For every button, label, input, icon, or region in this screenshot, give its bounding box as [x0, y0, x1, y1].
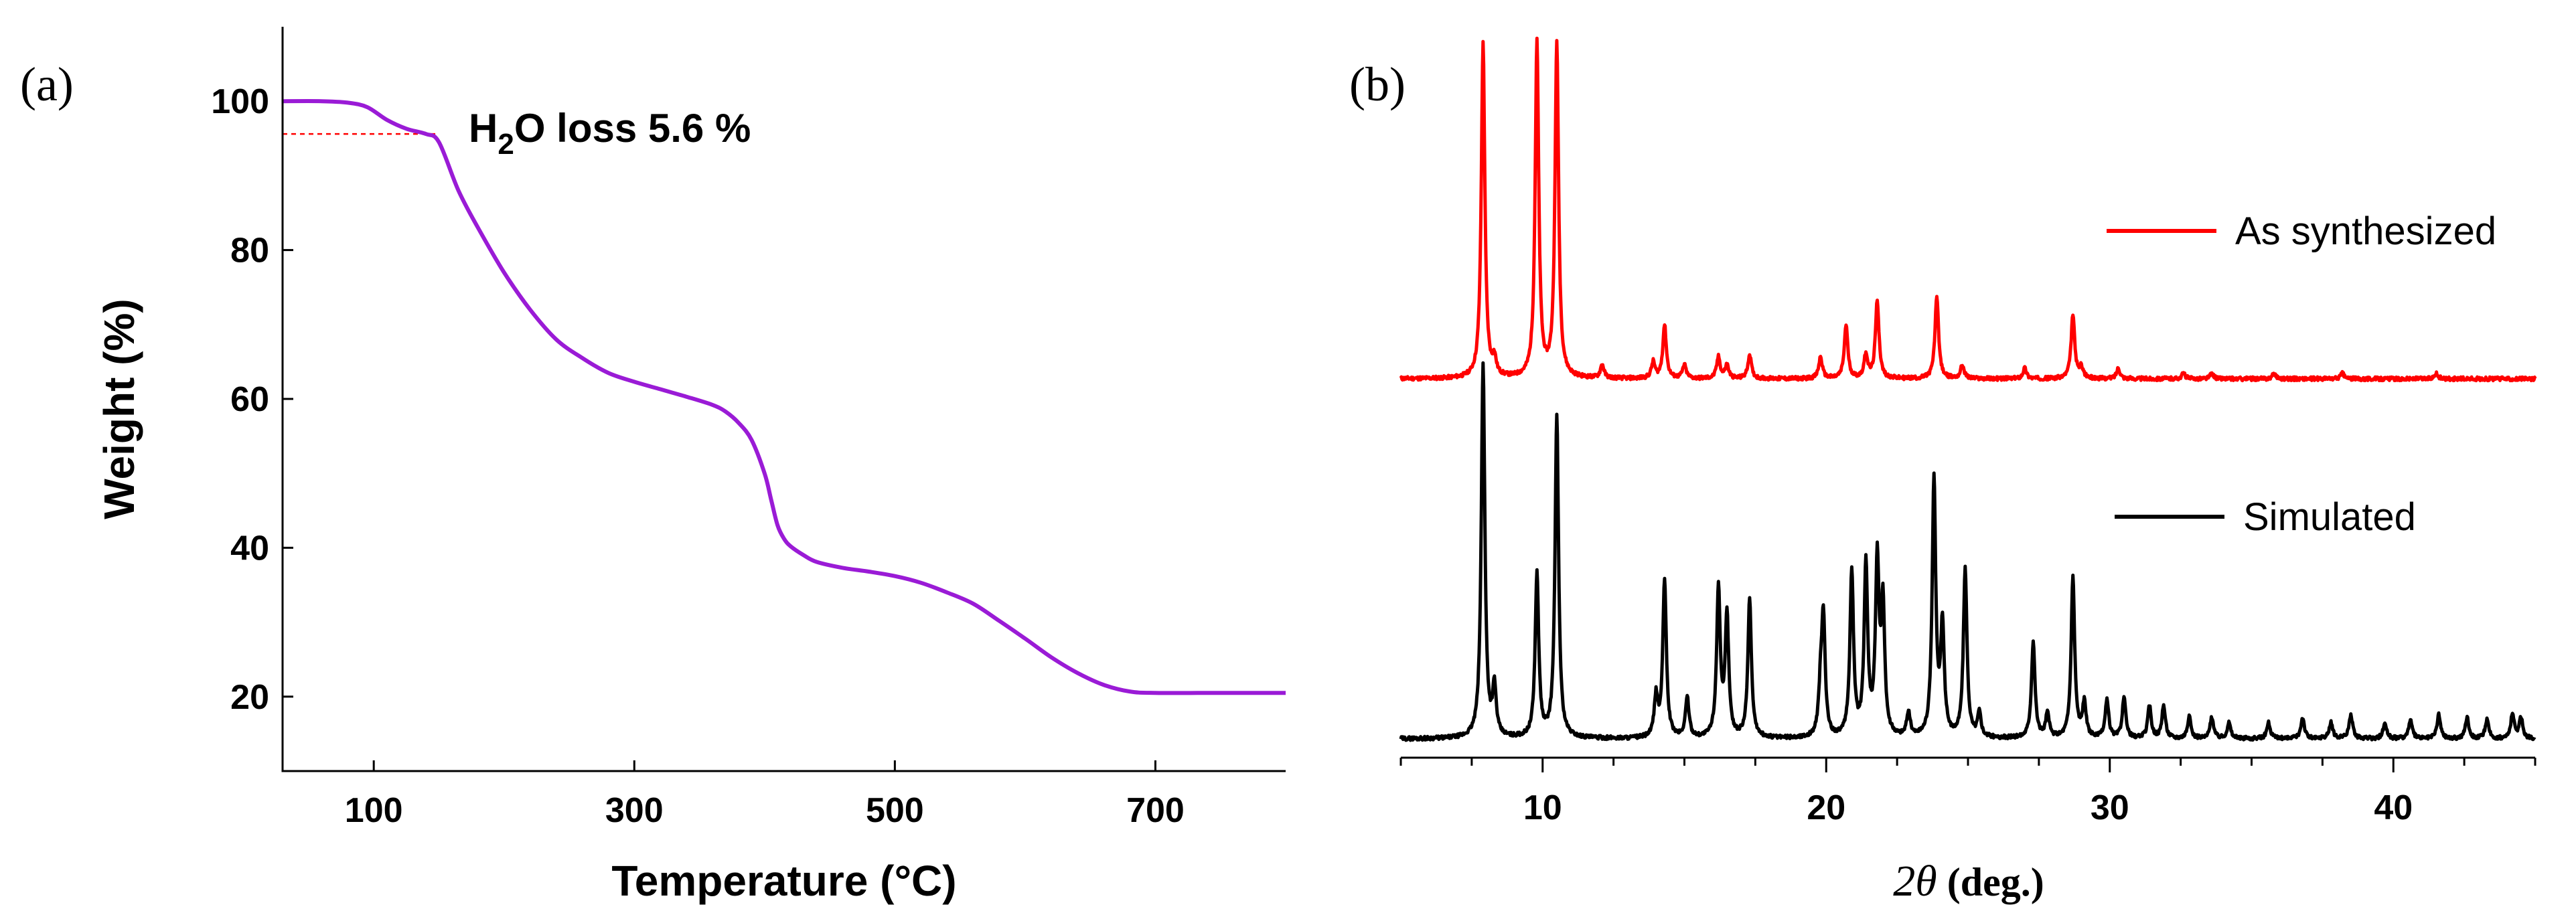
panel-b-x-axis-title: 2θ (deg.): [1893, 857, 2044, 906]
h2o-loss-annotation: H2O loss 5.6 %: [469, 106, 751, 161]
panel-a-label: (a): [20, 58, 74, 111]
panel-a-lines: [282, 99, 1286, 695]
panel-a-x-axis-title: Temperature (°C): [611, 857, 956, 905]
annotation-rest: O loss 5.6 %: [514, 106, 751, 151]
panel-a: (a) 100 300 500 700 20 40 60 80 100 H2O loss 5.6…: [20, 27, 1286, 905]
panel-a-axes: [281, 27, 1286, 772]
panel-b-x-tick-label: 20: [1807, 788, 1845, 827]
panel-b-x-tick-label: 10: [1523, 788, 1562, 827]
annotation-subscript: 2: [498, 128, 514, 161]
annotation-h: H: [469, 106, 498, 151]
legend: As synthesized Simulated: [2107, 209, 2496, 539]
simulated-pattern: [1399, 361, 2536, 742]
panel-a-y-tick-label: 80: [230, 232, 269, 270]
deg-unit: (deg.): [1937, 860, 2044, 904]
panel-b-x-tick-label: 40: [2374, 788, 2413, 827]
tga-weight-curve: [282, 99, 1286, 695]
two-theta-symbol: 2θ: [1893, 857, 1937, 906]
panel-b-ticks: 10 20 30 40: [1399, 758, 2536, 827]
panel-a-x-tick-label: 700: [1126, 791, 1185, 830]
panel-b: (b) 10 20 30 40 As synthesized Simulated 2θ…: [1349, 36, 2537, 906]
panel-a-ticks: 100 300 500 700 20 40 60 80 100: [211, 82, 1185, 830]
panel-b-lines: [1399, 36, 2537, 742]
panel-b-x-tick-label: 30: [2091, 788, 2129, 827]
panel-a-y-axis-title: Weight (%): [95, 299, 143, 519]
panel-a-x-tick-label: 100: [345, 791, 403, 830]
legend-label-as-synthesized: As synthesized: [2235, 209, 2496, 253]
panel-a-y-tick-label: 60: [230, 380, 269, 419]
legend-label-simulated: Simulated: [2243, 495, 2416, 539]
panel-a-y-tick-label: 20: [230, 678, 269, 717]
panel-b-label: (b): [1349, 58, 1406, 111]
panel-a-y-tick-label: 40: [230, 529, 269, 568]
panel-a-y-tick-label: 100: [211, 82, 269, 121]
panel-a-x-tick-label: 300: [605, 791, 664, 830]
panel-a-x-tick-label: 500: [866, 791, 924, 830]
as-synthesized-pattern: [1399, 36, 2537, 383]
